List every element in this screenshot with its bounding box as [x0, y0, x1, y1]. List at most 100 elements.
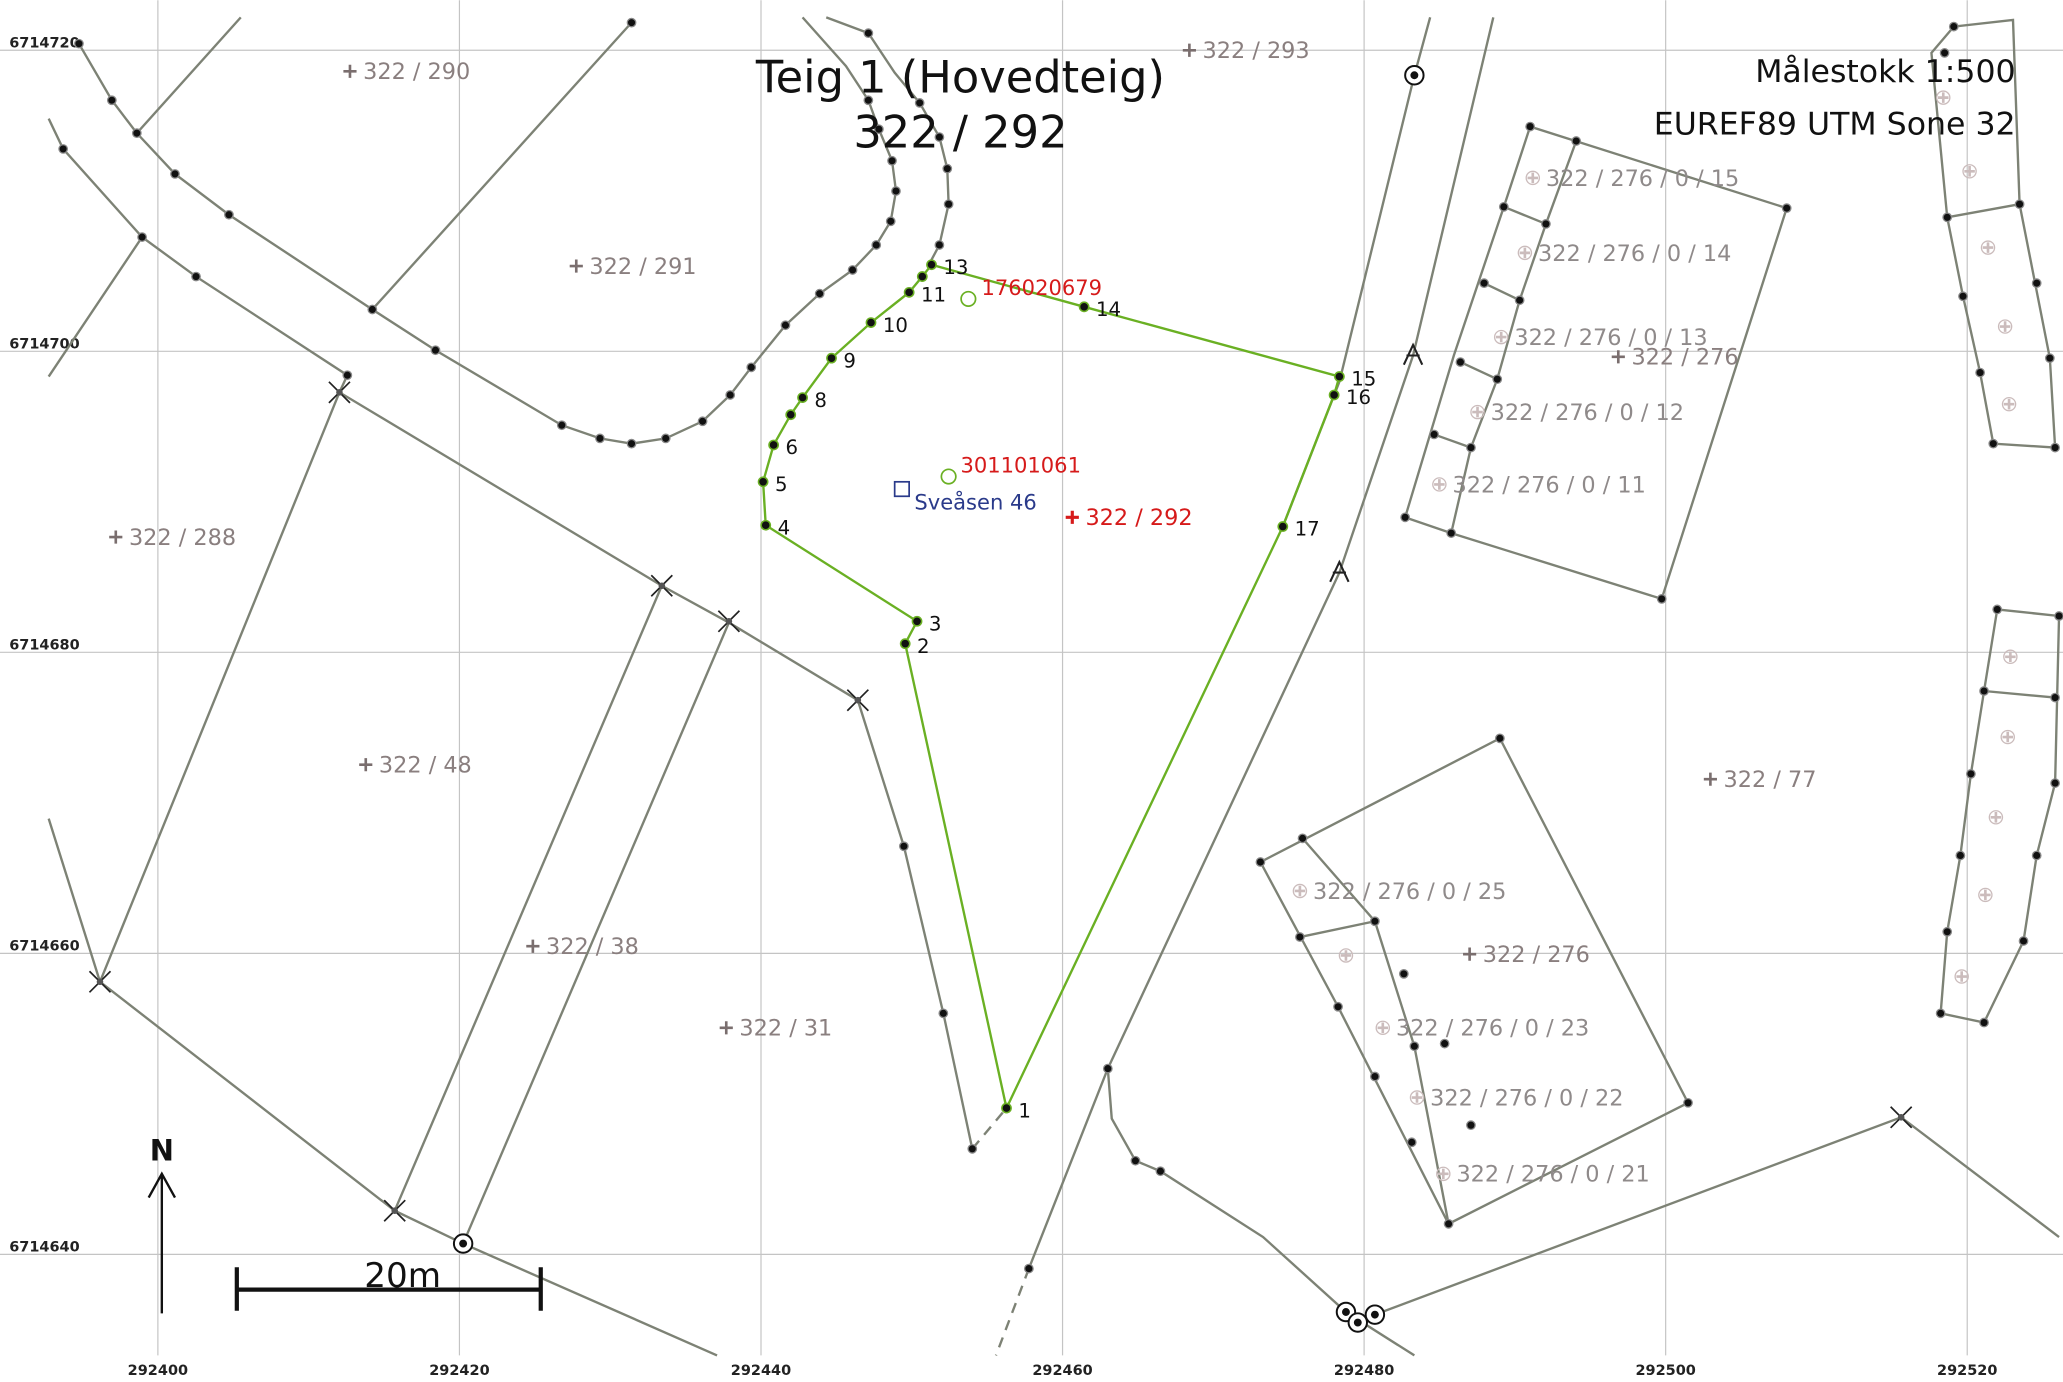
- symbols: [58, 17, 2063, 1333]
- vertex: [2044, 353, 2055, 363]
- vertex: [1446, 528, 1457, 538]
- vertex: [137, 232, 147, 242]
- lines: [47, 16, 2061, 1357]
- vertex: [1409, 1041, 1420, 1052]
- parcel-mark: [1703, 772, 1717, 786]
- vertex: [2031, 278, 2042, 289]
- point-label: 11: [921, 284, 946, 307]
- vertex: [1683, 1097, 1693, 1108]
- road: [971, 1107, 1008, 1150]
- scale: Målestokk 1:500: [1755, 53, 2015, 90]
- unit-mark: [1936, 90, 1951, 105]
- parcel-label: 322 / 31: [739, 1016, 832, 1042]
- boundary-point: [757, 476, 769, 488]
- vertex: [1297, 833, 1308, 844]
- boundary: [135, 16, 242, 134]
- vertex: [2014, 199, 2025, 210]
- vertex: [1781, 203, 1792, 214]
- parcel-label: 322 / 290: [363, 59, 470, 85]
- unit-label: 322 / 276 / 0 / 14: [1538, 241, 1731, 267]
- unit-mark: [1527, 172, 1539, 184]
- parcel-mark: [1182, 43, 1196, 57]
- vertex: [342, 370, 353, 381]
- unit-mark: [1954, 969, 1969, 984]
- vertex: [1541, 219, 1551, 229]
- vertex: [943, 199, 954, 210]
- vertex: [58, 144, 69, 154]
- vertex: [74, 38, 84, 49]
- vertex: [336, 389, 343, 396]
- grid-label: 6714660: [9, 939, 79, 955]
- vertex: [2054, 611, 2063, 621]
- survey-mark: [1402, 342, 1424, 366]
- labels: Teig 1 (Hovedteig) 322 / 292 Målestokk 1…: [129, 38, 2016, 1296]
- vertex: [934, 132, 945, 142]
- scale-bar-label: 20m: [364, 1256, 441, 1296]
- vertex: [1466, 442, 1476, 453]
- building: [1483, 282, 1521, 302]
- unit-label: 322 / 276 / 0 / 13: [1514, 325, 1707, 351]
- unit-mark: [2001, 396, 2017, 412]
- vertex: [934, 240, 945, 250]
- vertex: [1656, 594, 1667, 604]
- unit-mark: [1956, 971, 1967, 982]
- vertex: [1571, 136, 1582, 146]
- north-arrow: [147, 1171, 177, 1314]
- unit-mark: [1436, 1166, 1451, 1182]
- vertex: [1400, 512, 1411, 523]
- boundary-point: [1078, 301, 1090, 313]
- vertex: [1406, 1137, 1417, 1148]
- boundary-point: [911, 615, 923, 627]
- parcel-mark: [343, 64, 357, 78]
- vertex: [1498, 201, 1509, 212]
- vertex: [1370, 1071, 1380, 1082]
- vertex: [1979, 686, 1989, 696]
- unit-mark: [1294, 885, 1306, 897]
- survey-mark: [1329, 559, 1350, 583]
- parcel-label: 322 / 276: [1483, 942, 1590, 968]
- vertex: [847, 265, 858, 275]
- scale-bar: [234, 1267, 543, 1311]
- vertex: [1495, 733, 1505, 744]
- unit-label: 322 / 276 / 0 / 21: [1456, 1162, 1649, 1188]
- unit-label: 322 / 276 / 0 / 15: [1546, 166, 1739, 192]
- point-label: 8: [814, 389, 827, 412]
- vertex: [1897, 1113, 1905, 1121]
- grid-label: 6714700: [9, 337, 79, 353]
- unit-label: 322 / 276 / 0 / 23: [1396, 1016, 1589, 1042]
- crs: EUREF89 UTM Sone 32: [1654, 106, 2016, 142]
- unit-mark: [1519, 247, 1531, 259]
- vertex: [1948, 21, 1959, 32]
- building: [1503, 205, 1547, 226]
- vertex: [191, 271, 201, 282]
- id-label: 176020679: [982, 275, 1103, 300]
- vertex: [556, 420, 567, 431]
- vertex: [1975, 367, 1985, 378]
- target: [1353, 1318, 1362, 1327]
- unit-mark: [1999, 321, 2011, 332]
- building: [1433, 433, 1472, 449]
- unit-mark: [2002, 731, 2014, 743]
- unit-mark: [1292, 883, 1308, 899]
- unit-mark: [1472, 406, 1483, 418]
- unit-label: 322 / 276 / 0 / 11: [1453, 472, 1646, 498]
- boundary-point: [899, 638, 911, 650]
- building: [1459, 361, 1498, 381]
- vertex: [430, 345, 441, 356]
- boundary: [393, 585, 663, 1212]
- unit-mark: [1495, 331, 1507, 343]
- point-label: 1: [1018, 1099, 1031, 1122]
- vertex: [1939, 48, 1950, 58]
- vertex: [1130, 1155, 1141, 1166]
- vertex: [224, 209, 234, 220]
- point-label: 9: [843, 349, 856, 372]
- point-label: 17: [1295, 518, 1320, 541]
- parcel-label: 322 / 288: [129, 525, 236, 551]
- vertex: [914, 98, 925, 108]
- vertex: [1255, 857, 1266, 867]
- target: [1370, 1310, 1379, 1319]
- building: [1299, 920, 1376, 939]
- unit-mark: [1375, 1020, 1391, 1036]
- vertex: [854, 696, 862, 704]
